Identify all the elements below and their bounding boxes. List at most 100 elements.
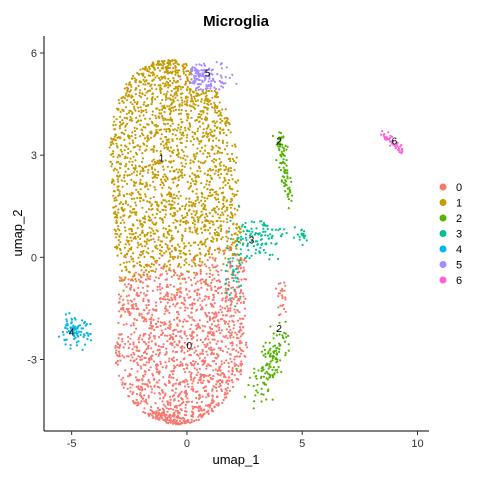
cluster-0-point bbox=[221, 371, 224, 375]
cluster-3-point bbox=[256, 240, 259, 243]
cluster-0-point bbox=[202, 379, 205, 382]
cluster-1-point bbox=[212, 161, 215, 164]
cluster-0-point bbox=[132, 322, 135, 325]
cluster-0-point bbox=[231, 385, 235, 389]
cluster-0-point bbox=[114, 344, 117, 347]
cluster-1-point bbox=[183, 263, 186, 266]
cluster-1-point bbox=[217, 170, 220, 173]
cluster-3-point bbox=[293, 226, 296, 229]
cluster-0-point bbox=[140, 275, 143, 279]
cluster-1-point bbox=[199, 125, 202, 128]
cluster-0-point bbox=[170, 336, 173, 339]
cluster-1-point bbox=[204, 200, 207, 203]
cluster-1-point bbox=[195, 210, 198, 213]
cluster-1-point bbox=[141, 225, 144, 228]
cluster-0-point bbox=[186, 293, 189, 296]
cluster-1-point bbox=[190, 93, 193, 97]
cluster-0-point bbox=[219, 384, 222, 387]
cluster-1-point bbox=[194, 103, 197, 106]
cluster-1-point bbox=[139, 254, 143, 257]
cluster-1-point bbox=[215, 120, 218, 123]
cluster-2-point bbox=[260, 369, 263, 372]
cluster-1-point bbox=[206, 135, 209, 138]
cluster-1-point bbox=[176, 69, 179, 72]
cluster-1-point bbox=[179, 223, 182, 226]
cluster-0-point bbox=[189, 303, 192, 306]
cluster-1-point bbox=[202, 202, 205, 206]
cluster-3-point bbox=[239, 259, 242, 262]
cluster-0-point bbox=[158, 411, 161, 414]
cluster-1-point bbox=[230, 212, 233, 215]
cluster-0-point bbox=[186, 337, 189, 340]
cluster-1-point bbox=[176, 94, 179, 97]
cluster-2-point bbox=[278, 342, 281, 345]
cluster-2-point bbox=[278, 166, 281, 169]
cluster-0-point bbox=[189, 278, 193, 281]
cluster-0-point bbox=[172, 350, 175, 353]
cluster-0-point bbox=[186, 380, 189, 383]
cluster-4-point bbox=[66, 331, 69, 334]
cluster-1-point bbox=[207, 103, 210, 106]
cluster-0-point bbox=[190, 388, 193, 391]
cluster-1-point bbox=[198, 201, 201, 204]
cluster-0-point bbox=[212, 352, 215, 355]
cluster-0-point bbox=[155, 367, 158, 370]
cluster-0-point bbox=[183, 351, 186, 354]
cluster-6-point bbox=[381, 130, 384, 133]
cluster-5-point bbox=[197, 72, 200, 75]
cluster-1-point bbox=[200, 98, 203, 101]
cluster-3-point bbox=[271, 228, 274, 231]
cluster-label: 6 bbox=[392, 137, 398, 148]
cluster-0-point bbox=[183, 318, 186, 321]
cluster-0-point bbox=[136, 291, 139, 295]
cluster-0-point bbox=[118, 310, 121, 313]
cluster-1-point bbox=[150, 227, 153, 230]
cluster-1-point bbox=[226, 240, 229, 243]
cluster-1-point bbox=[153, 240, 156, 243]
cluster-0-point bbox=[156, 417, 159, 420]
cluster-0-point bbox=[172, 303, 175, 306]
cluster-1-point bbox=[124, 229, 127, 232]
cluster-1-point bbox=[134, 277, 137, 281]
cluster-0-point bbox=[239, 348, 242, 351]
cluster-1-point bbox=[193, 97, 196, 100]
cluster-0-point bbox=[142, 374, 145, 377]
cluster-0-point bbox=[158, 297, 162, 301]
cluster-1-point bbox=[225, 119, 228, 123]
cluster-1-point bbox=[156, 95, 159, 98]
cluster-3-point bbox=[237, 204, 240, 207]
cluster-1-point bbox=[202, 109, 205, 112]
cluster-1-point bbox=[171, 200, 174, 203]
cluster-3-point bbox=[278, 227, 282, 231]
cluster-1-point bbox=[144, 83, 147, 86]
cluster-1-point bbox=[126, 174, 129, 177]
cluster-0-point bbox=[156, 381, 159, 384]
cluster-0-point bbox=[224, 320, 227, 324]
cluster-0-point bbox=[149, 275, 152, 278]
cluster-1-point bbox=[121, 153, 124, 156]
cluster-3-point bbox=[245, 255, 249, 258]
cluster-3-point bbox=[225, 291, 228, 294]
cluster-5-point bbox=[210, 72, 213, 75]
cluster-0-point bbox=[118, 345, 121, 348]
cluster-0-point bbox=[204, 345, 207, 348]
cluster-0-point bbox=[215, 357, 218, 360]
cluster-1-point bbox=[113, 167, 116, 170]
cluster-0-point bbox=[218, 280, 222, 283]
cluster-1-point bbox=[204, 144, 207, 147]
cluster-4-point bbox=[89, 333, 92, 336]
cluster-0-point bbox=[160, 266, 163, 269]
cluster-0-point bbox=[190, 284, 193, 287]
cluster-3-point bbox=[239, 238, 242, 241]
cluster-1-point bbox=[131, 131, 134, 134]
cluster-0-point bbox=[162, 343, 165, 346]
cluster-0-point bbox=[168, 357, 171, 360]
cluster-1-point bbox=[131, 257, 134, 260]
cluster-0-point bbox=[208, 272, 211, 275]
cluster-1-point bbox=[155, 107, 158, 110]
cluster-0-point bbox=[128, 372, 131, 376]
cluster-1-point bbox=[143, 266, 146, 269]
cluster-1-point bbox=[130, 246, 133, 249]
cluster-0-point bbox=[190, 323, 193, 326]
cluster-0-point bbox=[129, 337, 132, 340]
